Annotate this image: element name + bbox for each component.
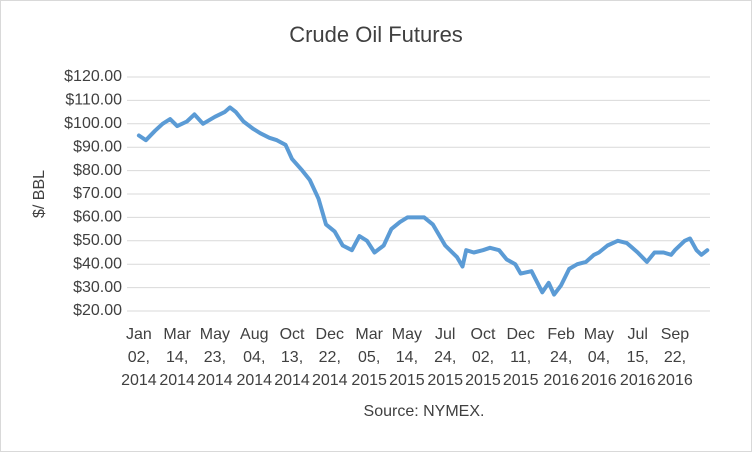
- y-tick-label: $60.00: [73, 209, 122, 226]
- x-tick-label: Aug 04, 2014: [236, 326, 272, 389]
- chart-title: Crude Oil Futures: [289, 22, 463, 47]
- x-tick-label: May 04, 2016: [581, 326, 617, 389]
- x-tick-label: May 14, 2015: [389, 326, 425, 389]
- x-tick-label: Jul 15, 2016: [620, 326, 656, 389]
- y-tick-label: $110.00: [65, 92, 122, 109]
- x-tick-label: May 23, 2014: [197, 326, 233, 389]
- x-tick-label: Oct 13, 2014: [274, 326, 310, 389]
- y-tick-label: $20.00: [73, 302, 122, 319]
- y-tick-label: $120.00: [64, 68, 122, 85]
- y-tick-label: $100.00: [64, 115, 122, 132]
- y-tick-label: $30.00: [73, 279, 122, 296]
- x-tick-label: Mar 05, 2015: [351, 326, 387, 389]
- x-tick-label: Sep 22, 2016: [657, 326, 693, 389]
- data-line: [136, 105, 710, 297]
- source-note: Source: NYMEX.: [364, 403, 485, 420]
- y-tick-label: $70.00: [73, 185, 122, 202]
- x-tick-label: Oct 02, 2015: [465, 326, 501, 389]
- y-tick-label: $50.00: [73, 232, 122, 249]
- y-tick-label: $80.00: [73, 162, 122, 179]
- x-tick-label: Jul 24, 2015: [427, 326, 463, 389]
- x-tick-label: Feb 24, 2016: [543, 326, 579, 389]
- y-tick-label: $90.00: [73, 138, 122, 155]
- y-tick-label: $40.00: [73, 255, 122, 272]
- x-tick-label: Dec 22, 2014: [312, 326, 348, 389]
- x-tick-label: Mar 14, 2014: [159, 326, 195, 389]
- y-axis-label: $/ BBL: [31, 170, 48, 218]
- x-tick-label: Dec 11, 2015: [503, 326, 539, 389]
- x-tick-label: Jan 02, 2014: [121, 326, 157, 389]
